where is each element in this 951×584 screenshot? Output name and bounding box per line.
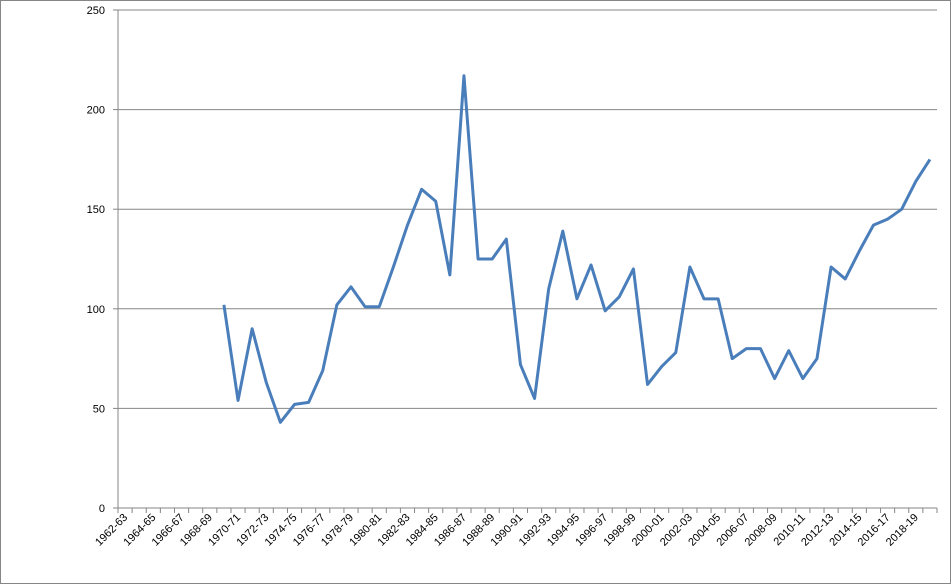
y-tick-label: 100 bbox=[87, 304, 105, 316]
data-line bbox=[222, 74, 932, 424]
y-tick-label: 50 bbox=[93, 403, 105, 415]
y-tick-label: 250 bbox=[87, 5, 105, 17]
y-tick-label: 200 bbox=[87, 105, 105, 117]
y-tick-label: 0 bbox=[99, 503, 105, 515]
y-tick-label: 150 bbox=[87, 204, 105, 216]
